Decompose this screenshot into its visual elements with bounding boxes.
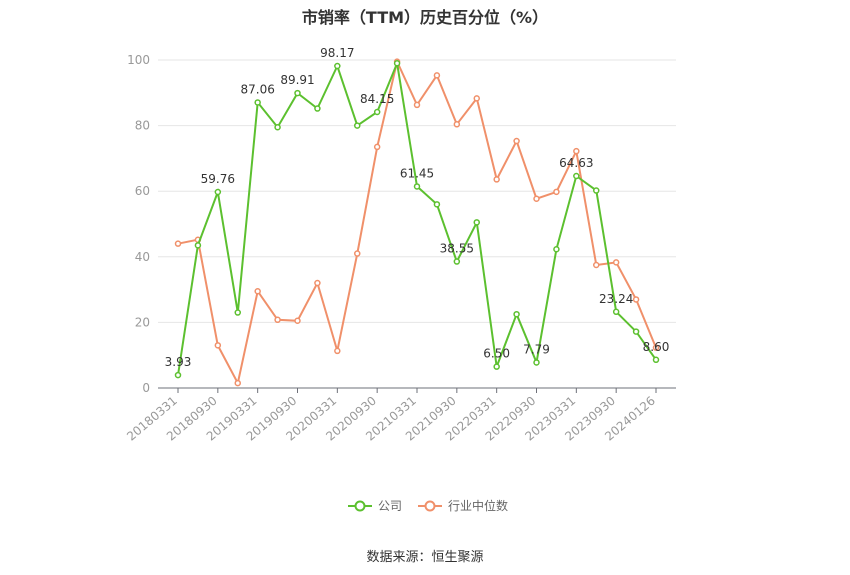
data-label: 98.17 (320, 46, 354, 60)
industry-median-point[interactable] (573, 147, 580, 155)
industry-median-point[interactable] (493, 176, 500, 183)
company-point[interactable] (214, 188, 222, 196)
industry-median-point[interactable] (354, 250, 361, 257)
company-point[interactable] (194, 242, 202, 249)
industry-median-line (177, 58, 657, 386)
legend-item-company[interactable]: 公司 (348, 499, 402, 513)
company-point[interactable] (413, 183, 421, 190)
y-tick-label: 60 (135, 184, 150, 198)
company-point[interactable] (612, 308, 620, 316)
company-point[interactable] (533, 359, 540, 366)
data-label: 23.24 (599, 292, 633, 306)
industry-median-point[interactable] (334, 347, 341, 355)
industry-median-point[interactable] (593, 261, 600, 269)
company-point[interactable] (652, 356, 660, 364)
company-point[interactable] (314, 105, 321, 112)
industry-median-point[interactable] (533, 195, 540, 202)
data-label: 89.91 (280, 73, 314, 87)
industry-median-point[interactable] (274, 316, 281, 324)
data-label: 8.60 (643, 340, 670, 354)
series-group (174, 58, 660, 387)
company-point[interactable] (354, 122, 361, 129)
company-point[interactable] (632, 328, 640, 335)
data-label: 84.15 (360, 92, 394, 106)
legend-label: 行业中位数 (448, 498, 508, 513)
company-point[interactable] (473, 219, 480, 226)
company-point[interactable] (453, 258, 461, 265)
y-tick-label: 80 (135, 119, 150, 133)
y-tick-label: 100 (127, 53, 150, 67)
legend-item-industry-median[interactable]: 行业中位数 (418, 498, 508, 513)
company-point[interactable] (553, 246, 560, 253)
industry-median-point[interactable] (294, 317, 301, 325)
industry-median-point[interactable] (373, 143, 381, 151)
industry-median-point[interactable] (413, 101, 421, 109)
company-point[interactable] (254, 99, 261, 106)
data-label: 61.45 (400, 166, 434, 180)
data-label: 87.06 (240, 82, 274, 96)
legend[interactable]: 公司 行业中位数 (348, 498, 508, 513)
industry-median-point[interactable] (453, 121, 461, 128)
data-label: 64.63 (559, 156, 593, 170)
industry-median-point[interactable] (473, 95, 480, 102)
company-point[interactable] (593, 187, 600, 194)
industry-median-point[interactable] (214, 342, 222, 349)
industry-median-point[interactable] (612, 259, 620, 266)
company-point[interactable] (294, 89, 301, 97)
data-labels: 3.93 59.76 87.06 89.91 98.17 84.15 61.45 38.55 6… (165, 46, 670, 369)
industry-median-point[interactable] (174, 240, 182, 247)
company-point[interactable] (234, 309, 241, 316)
company-point[interactable] (274, 123, 281, 131)
company-point[interactable] (433, 201, 441, 208)
legend-label: 公司 (378, 499, 402, 513)
industry-median-point[interactable] (433, 72, 441, 79)
industry-median-point[interactable] (513, 137, 520, 145)
legend-marker-icon (354, 500, 366, 512)
industry-median-point[interactable] (632, 296, 640, 303)
data-label: 59.76 (201, 172, 235, 186)
industry-median-point[interactable] (314, 279, 321, 287)
y-tick-label: 20 (135, 315, 150, 329)
company-point[interactable] (393, 60, 401, 67)
company-point[interactable] (493, 363, 500, 370)
data-label: 3.93 (165, 355, 192, 369)
company-point[interactable] (373, 108, 381, 116)
industry-median-point[interactable] (254, 287, 261, 295)
company-point[interactable] (513, 310, 520, 318)
y-tick-label: 40 (135, 250, 150, 264)
industry-median-point[interactable] (652, 344, 660, 351)
data-label: 6.50 (483, 347, 510, 361)
legend-marker-icon (424, 500, 436, 512)
company-point[interactable] (573, 172, 580, 180)
industry-median-point[interactable] (553, 188, 560, 196)
data-label: 38.55 (440, 242, 474, 256)
industry-median-point[interactable] (234, 379, 241, 387)
company-point[interactable] (174, 371, 182, 379)
chart-title: 市销率（TTM）历史百分位（%） (301, 8, 549, 27)
grid-lines (158, 59, 676, 323)
data-source: 数据来源：恒生聚源 (366, 550, 484, 565)
data-label: 7.79 (523, 342, 550, 356)
y-tick-label: 0 (142, 381, 150, 395)
company-point[interactable] (334, 62, 341, 70)
